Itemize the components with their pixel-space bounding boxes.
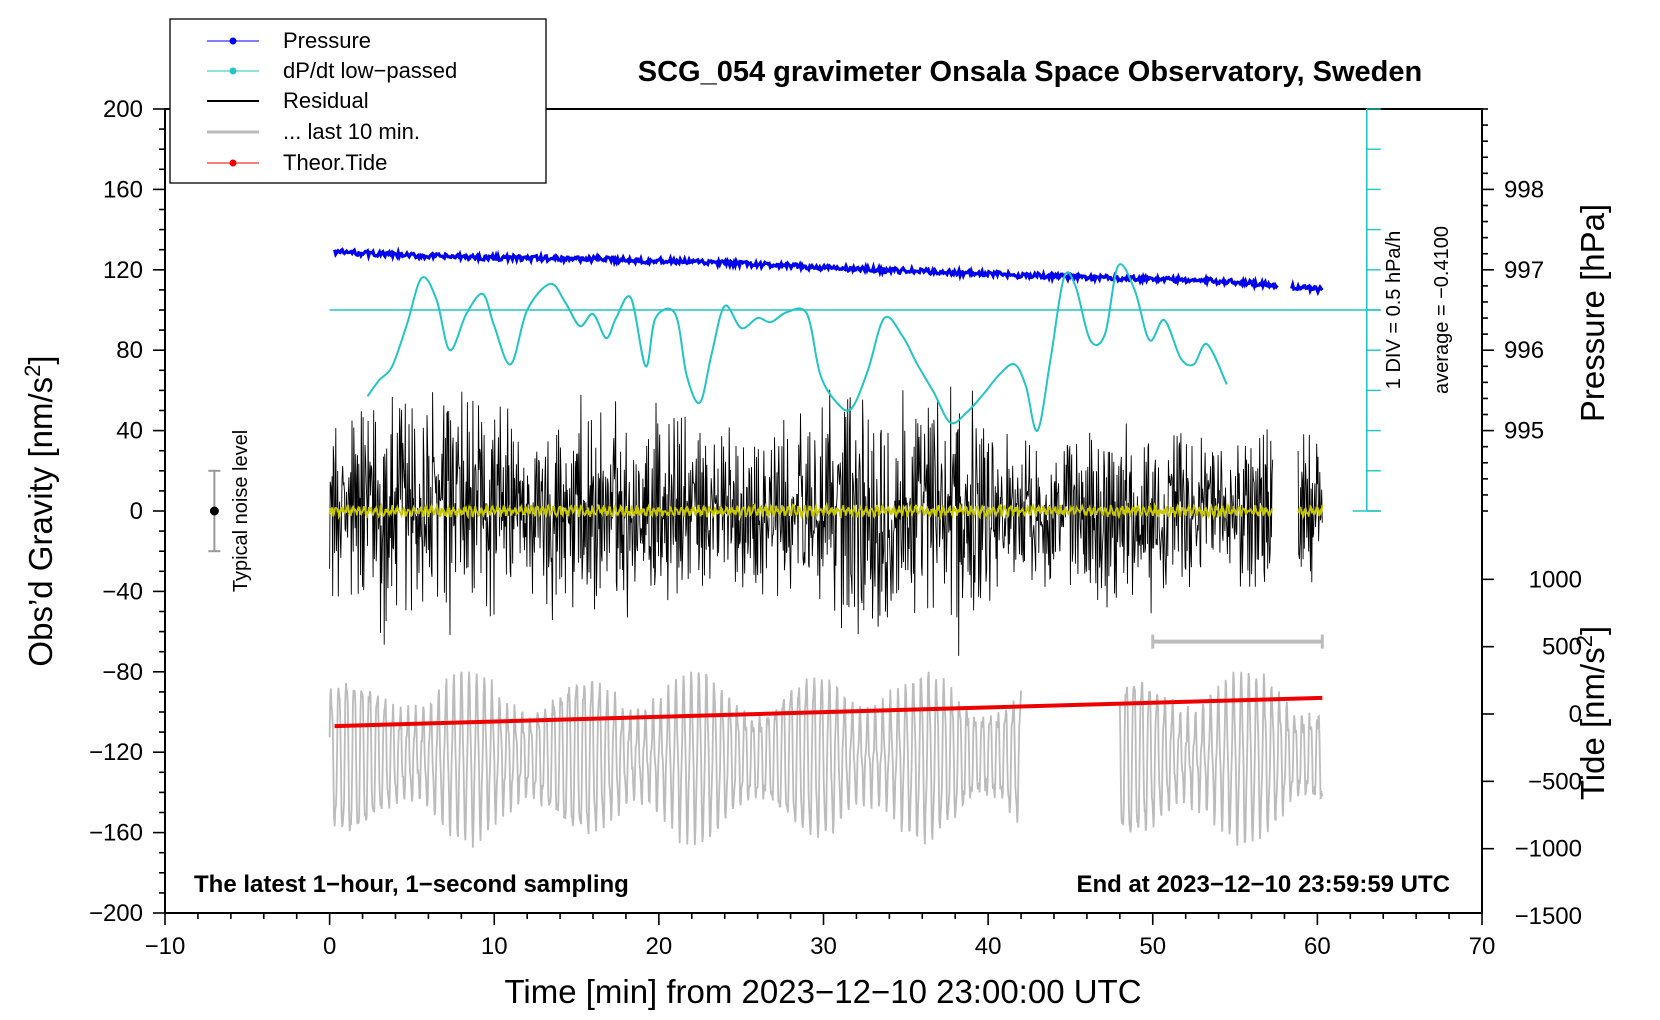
x-tick-label: 50 <box>1139 933 1166 960</box>
legend-label-last10: ... last 10 min. <box>283 119 420 144</box>
noise-bar-center <box>209 506 219 516</box>
pressure-tick-label: 997 <box>1504 257 1544 284</box>
tide-tick-label: −500 <box>1528 768 1582 795</box>
dpdt-line <box>366 263 1228 432</box>
y-tick-label: 160 <box>103 176 143 203</box>
y-tick-label: 120 <box>103 257 143 284</box>
y-tick-label: −80 <box>102 659 143 686</box>
last-10min-line-b <box>1118 671 1324 846</box>
y-tick-label: −40 <box>102 578 143 605</box>
y-tick-label: 80 <box>116 337 143 364</box>
legend-label-dpdt: dP/dt low−passed <box>283 58 457 83</box>
y-axis-label-pressure: Pressure [hPa] <box>1574 204 1611 422</box>
legend-marker-pressure <box>229 37 237 45</box>
legend-marker-tide <box>229 159 237 167</box>
tide-layer <box>334 695 1323 729</box>
y-tick-label: 40 <box>116 418 143 445</box>
pressure-tick-label: 996 <box>1504 337 1544 364</box>
end-time-annotation: End at 2023−12−10 23:59:59 UTC <box>1076 871 1450 898</box>
legend-label-pressure: Pressure <box>283 28 371 53</box>
y-axis-label-tide: Tide [nm/s2] <box>1572 626 1612 800</box>
last-10min-layer <box>328 671 1324 848</box>
tide-tick-label: 0 <box>1569 701 1582 728</box>
y-tick-label: −120 <box>89 739 143 766</box>
scale-bar-label: 1 DIV = 0.5 hPa/h <box>1383 231 1405 389</box>
legend-marker-dpdt <box>229 67 237 75</box>
y-tick-label: 200 <box>103 96 143 123</box>
x-tick-label: 10 <box>481 933 508 960</box>
sampling-annotation: The latest 1−hour, 1−second sampling <box>194 871 629 898</box>
noise-level-label: Typical noise level <box>230 430 252 592</box>
x-tick-label: 40 <box>975 933 1002 960</box>
pressure-layer <box>333 246 1324 297</box>
tide-tick-label: 1000 <box>1529 566 1582 593</box>
x-tick-label: 70 <box>1469 933 1496 960</box>
x-tick-label: 20 <box>646 933 673 960</box>
x-tick-label: −10 <box>145 933 186 960</box>
x-tick-label: 0 <box>323 933 336 960</box>
pressure-line <box>333 246 1324 297</box>
legend-label-residual: Residual <box>283 88 369 113</box>
x-axis-label: Time [min] from 2023−12−10 23:00:00 UTC <box>504 973 1141 1010</box>
axes-layer: −10 0 10 20 30 40 50 60 70 200 160 120 80 40 0 −40 −80 −1… <box>89 96 1582 960</box>
residual-line <box>329 386 1323 656</box>
legend-label-tide: Theor.Tide <box>283 150 387 175</box>
x-tick-label: 30 <box>810 933 837 960</box>
y-tick-label: −160 <box>89 820 143 847</box>
residual-layer <box>329 386 1323 656</box>
tide-line <box>334 695 1323 729</box>
residual-smoothed-layer <box>328 501 1324 521</box>
y-tick-label: −200 <box>89 900 143 927</box>
tide-tick-label: 500 <box>1542 634 1582 661</box>
last-10min-line-a <box>328 671 1022 848</box>
x-tick-label: 60 <box>1304 933 1331 960</box>
dpdt-layer <box>366 263 1228 432</box>
pressure-tick-label: 995 <box>1504 418 1544 445</box>
extras-layer <box>208 108 1381 649</box>
average-label: average = −0.4100 <box>1431 226 1453 394</box>
pressure-tick-label: 998 <box>1504 176 1544 203</box>
residual-smoothed-line <box>328 501 1324 521</box>
tide-tick-label: −1000 <box>1515 836 1582 863</box>
chart-title: SCG_054 gravimeter Onsala Space Observat… <box>638 56 1422 88</box>
y-tick-label: 0 <box>130 498 143 525</box>
y-axis-label-left: Obs’d Gravity [nm/s2] <box>20 355 60 666</box>
legend: Pressure dP/dt low−passed Residual ... l… <box>169 18 547 184</box>
tide-tick-label: −1500 <box>1515 903 1582 930</box>
